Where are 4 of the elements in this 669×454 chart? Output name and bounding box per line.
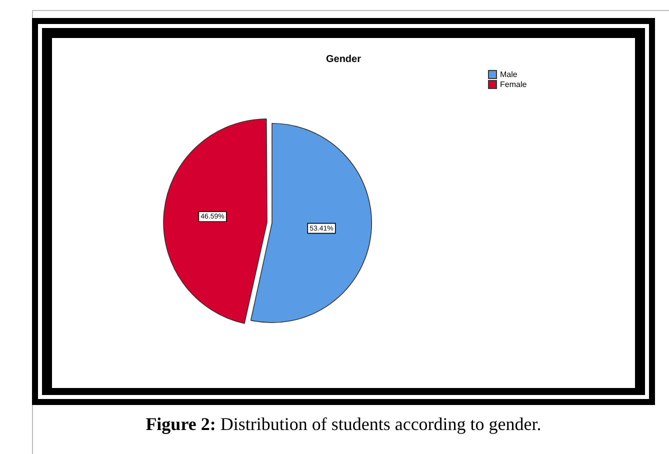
legend-label: Female bbox=[499, 79, 527, 89]
legend-label: Male bbox=[499, 69, 518, 79]
chart-title: Gender bbox=[324, 54, 362, 65]
caption: Figure 2: Distribution of students according to gender. bbox=[144, 414, 542, 435]
